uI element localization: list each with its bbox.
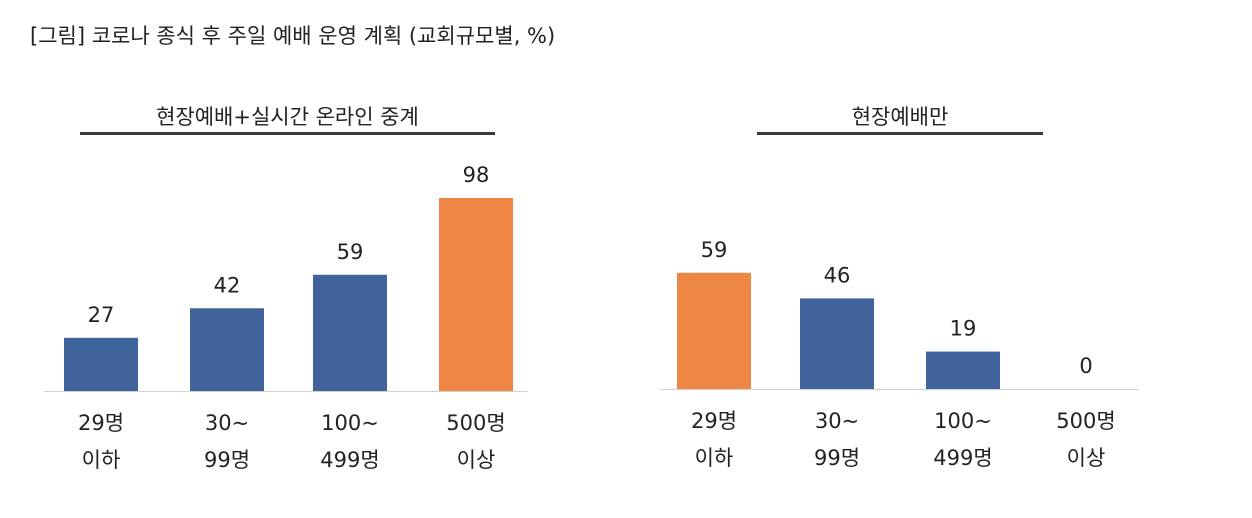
- left-bar-0: [64, 337, 138, 391]
- right-tick-label-3-line-1: 이상: [1067, 446, 1106, 470]
- left-bar-3: [439, 197, 513, 391]
- left-tick-label-0-line-1: 이하: [82, 448, 121, 472]
- right-tick-label-2-line-1: 499명: [933, 446, 992, 470]
- right-tick-label-3-line-0: 500명: [1056, 409, 1115, 433]
- right-value-label-3: 0: [1079, 354, 1092, 378]
- right-value-label-0: 59: [701, 238, 728, 262]
- right-panel-rule: [757, 132, 1043, 135]
- left-value-label-1: 42: [214, 273, 241, 297]
- figure-title: [그림] 코로나 종식 후 주일 예배 운영 계획 (교회규모별, %): [30, 24, 556, 48]
- right-bar-1: [800, 298, 874, 389]
- left-tick-label-1-line-1: 99명: [204, 448, 250, 472]
- left-value-label-2: 59: [337, 240, 364, 264]
- right-value-label-1: 46: [824, 263, 851, 287]
- left-tick-label-2-line-0: 100~: [321, 411, 379, 435]
- left-tick-label-0-line-0: 29명: [78, 411, 124, 435]
- left-value-label-0: 27: [88, 303, 115, 327]
- right-value-label-2: 19: [950, 317, 977, 341]
- left-bar-1: [190, 308, 264, 391]
- right-tick-label-2-line-0: 100~: [934, 409, 992, 433]
- left-tick-label-1-line-0: 30~: [205, 411, 249, 435]
- right-tick-label-0-line-0: 29명: [691, 409, 737, 433]
- right-tick-label-1-line-1: 99명: [814, 446, 860, 470]
- left-panel-rule: [80, 132, 495, 135]
- left-panel-title: 현장예배+실시간 온라인 중계: [156, 105, 419, 129]
- left-bar-2: [313, 274, 387, 391]
- right-bar-0: [677, 272, 751, 389]
- left-tick-label-2-line-1: 499명: [320, 448, 379, 472]
- right-panel-title: 현장예배만: [851, 105, 949, 129]
- left-tick-label-3-line-1: 이상: [457, 448, 496, 472]
- right-tick-label-1-line-0: 30~: [815, 409, 859, 433]
- left-tick-label-3-line-0: 500명: [446, 411, 505, 435]
- right-tick-label-0-line-1: 이하: [695, 446, 734, 470]
- right-bar-2: [926, 351, 1000, 389]
- left-value-label-3: 98: [463, 163, 490, 187]
